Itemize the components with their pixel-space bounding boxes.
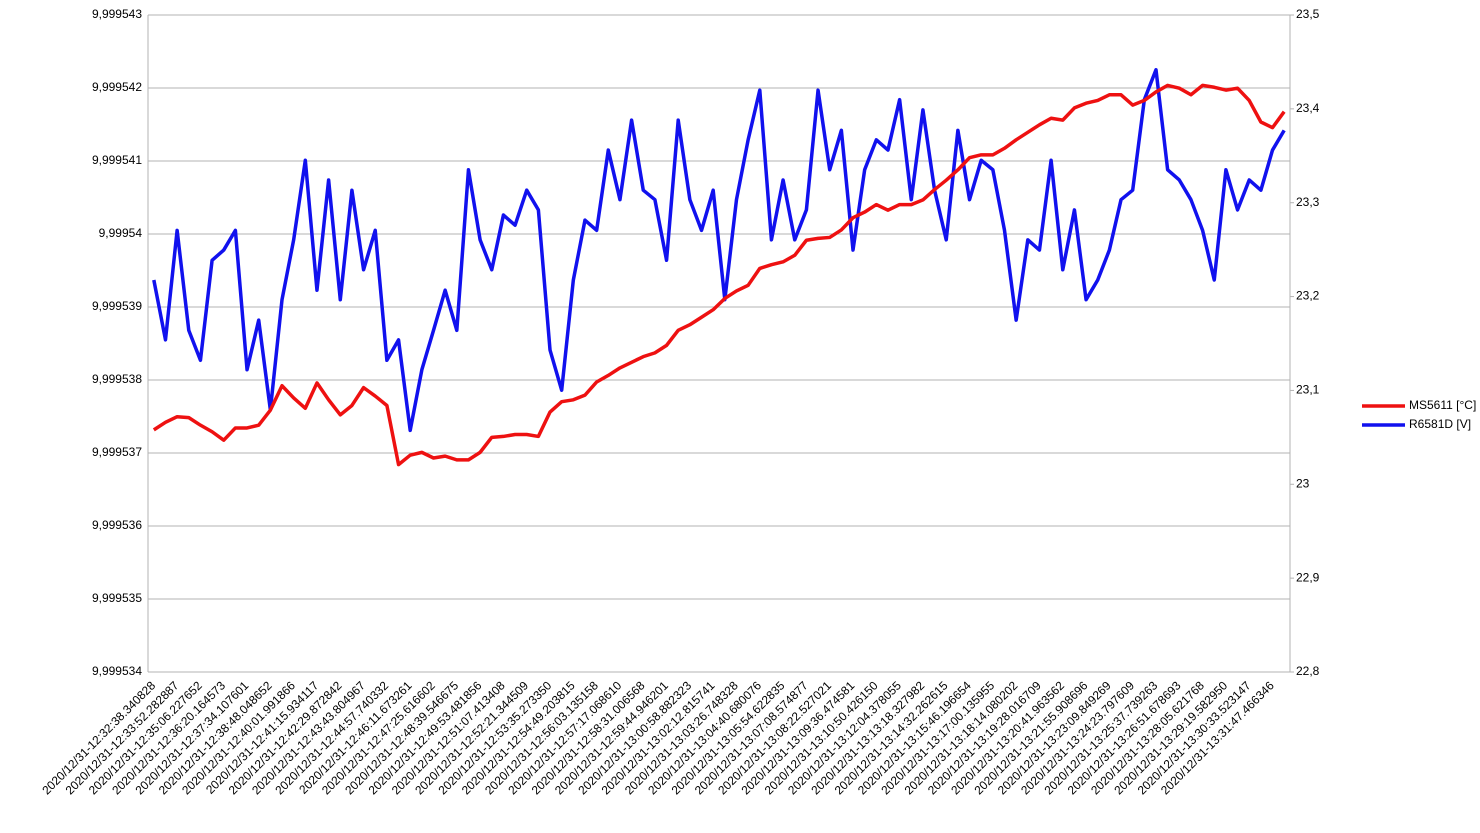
line-series [152, 83, 1286, 467]
y2-tick-label: 23,4 [1296, 101, 1320, 115]
y2-tick-label: 22,9 [1296, 570, 1320, 584]
y-tick-label: 9,999543 [92, 7, 142, 21]
y-tick-label: 9,999534 [92, 664, 142, 678]
y-tick-label: 9,999539 [92, 299, 142, 313]
legend-label: MS5611 [°C] [1409, 398, 1476, 412]
y-tick-label: 9,999541 [92, 153, 142, 167]
line-series [152, 68, 1286, 433]
y-tick-label: 9,999542 [92, 80, 142, 94]
y2-tick-label: 23,2 [1296, 289, 1320, 303]
y-tick-label: 9,99954 [99, 226, 143, 240]
y2-tick-label: 23 [1296, 476, 1310, 490]
y2-tick-label: 23,1 [1296, 383, 1320, 397]
y2-tick-label: 23,5 [1296, 7, 1320, 21]
y-tick-label: 9,999536 [92, 518, 142, 532]
y2-tick-label: 22,8 [1296, 664, 1320, 678]
y-tick-label: 9,999538 [92, 372, 142, 386]
y-tick-label: 9,999537 [92, 445, 142, 459]
y-tick-label: 9,999535 [92, 591, 142, 605]
legend-label: R6581D [V] [1409, 417, 1471, 431]
y2-tick-label: 23,3 [1296, 195, 1320, 209]
